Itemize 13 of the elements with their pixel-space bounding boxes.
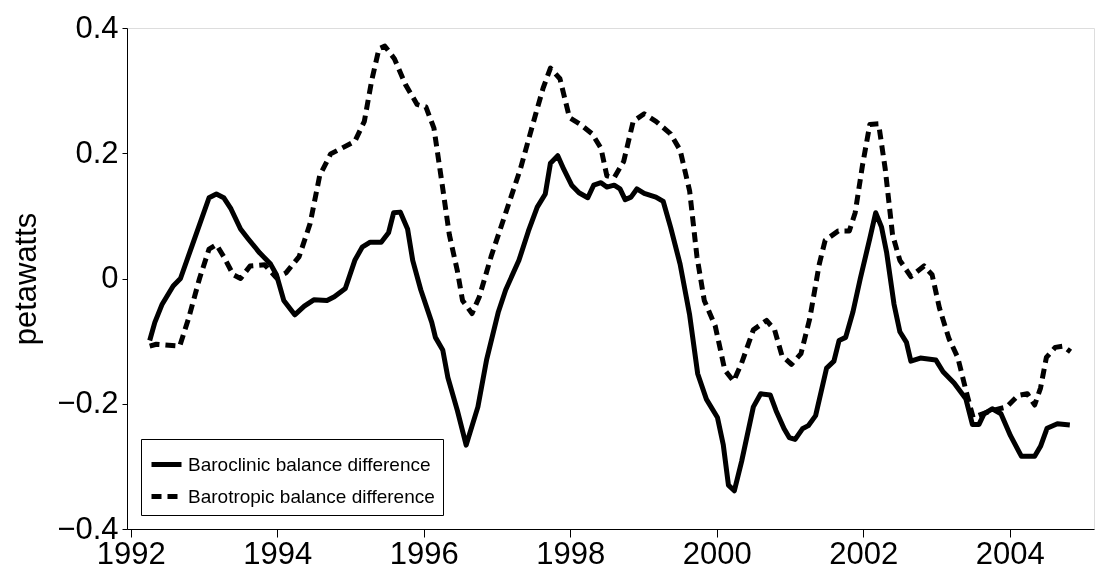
- x-tick-label: 2002: [829, 535, 899, 571]
- y-tick-label: 0.2: [75, 134, 119, 170]
- x-tick-label: 2004: [975, 535, 1045, 571]
- x-tick-label: 1994: [243, 535, 313, 571]
- x-tick-label: 1998: [536, 535, 606, 571]
- y-tick-label: 0.4: [75, 9, 119, 45]
- y-tick-label: 0: [101, 260, 119, 295]
- y-tick-label: −0.2: [57, 385, 119, 421]
- legend-label: Baroclinic balance difference: [188, 453, 431, 475]
- legend-label: Barotropic balance difference: [188, 485, 435, 507]
- x-tick-label: 2000: [682, 535, 752, 571]
- y-axis-title: petawatts: [8, 212, 44, 346]
- x-tick-label: 1996: [389, 535, 459, 571]
